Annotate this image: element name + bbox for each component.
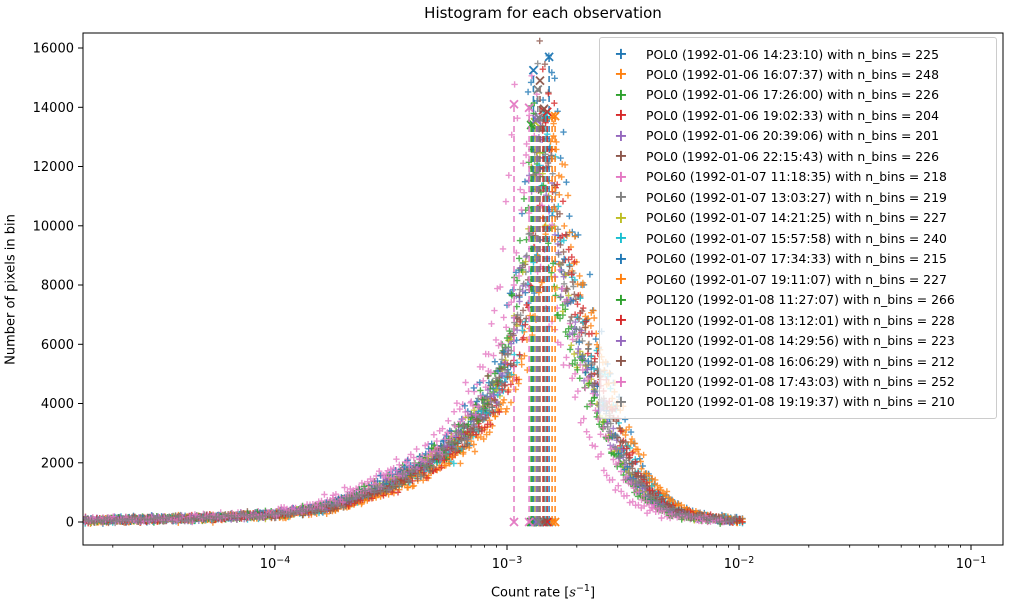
- mode-x-marker: [544, 52, 554, 62]
- legend-label: POL120 (1992-01-08 14:29:56) with n_bins…: [646, 333, 955, 349]
- legend: + POL0 (1992-01-06 14:23:10) with n_bins …: [599, 37, 997, 419]
- mode-x-marker: [509, 99, 519, 109]
- legend-label: POL60 (1992-01-07 14:21:25) with n_bins …: [646, 210, 947, 226]
- plot-spines: [82, 32, 1004, 546]
- legend-entry-8: + POL60 (1992-01-07 14:21:25) with n_bins…: [606, 208, 988, 228]
- legend-marker-icon: +: [614, 84, 628, 104]
- x-tick-label: 10−4: [260, 555, 291, 572]
- legend-entry-14: + POL120 (1992-01-08 14:29:56) with n_bin…: [606, 331, 988, 351]
- legend-marker-icon: +: [614, 330, 628, 350]
- y-tick-label: 10000: [33, 219, 74, 234]
- legend-label: POL60 (1992-01-07 17:34:33) with n_bins …: [646, 251, 947, 267]
- legend-label: POL120 (1992-01-08 16:06:29) with n_bins…: [646, 353, 955, 369]
- legend-marker-icon: +: [614, 166, 628, 186]
- legend-marker-icon: +: [614, 228, 628, 248]
- mode-x-marker: [528, 65, 539, 75]
- legend-marker-icon: +: [614, 391, 628, 411]
- legend-marker-icon: +: [614, 289, 628, 309]
- x-tick-label: 10−2: [724, 555, 755, 572]
- legend-entry-4: + POL0 (1992-01-06 20:39:06) with n_bins …: [606, 126, 988, 146]
- legend-entry-10: + POL60 (1992-01-07 17:34:33) with n_bins…: [606, 249, 988, 269]
- series-markers-17: [83, 115, 739, 526]
- y-tick-label: 8000: [41, 279, 74, 294]
- legend-marker-icon: +: [614, 310, 628, 330]
- legend-entry-11: + POL60 (1992-01-07 19:11:07) with n_bins…: [606, 269, 988, 289]
- legend-label: POL0 (1992-01-06 14:23:10) with n_bins =…: [646, 46, 939, 62]
- mode-x-marker: [524, 103, 534, 113]
- y-tick-label: 0: [66, 516, 74, 531]
- legend-entry-6: + POL60 (1992-01-07 11:18:35) with n_bins…: [606, 167, 988, 187]
- x-axis-label: Count rate [s−1]: [490, 583, 596, 601]
- legend-label: POL120 (1992-01-08 19:19:37) with n_bins…: [646, 394, 955, 410]
- y-axis-label: Number of pixels in bin: [3, 214, 19, 365]
- legend-label: POL0 (1992-01-06 19:02:33) with n_bins =…: [646, 107, 939, 123]
- legend-label: POL120 (1992-01-08 17:43:03) with n_bins…: [646, 374, 955, 389]
- legend-marker-icon: +: [614, 187, 628, 207]
- legend-entry-17: + POL120 (1992-01-08 19:19:37) with n_bin…: [606, 392, 988, 412]
- y-tick-label: 12000: [33, 160, 74, 175]
- xlabel-exponent: −1: [575, 583, 590, 594]
- legend-entry-2: + POL0 (1992-01-06 17:26:00) with n_bins …: [606, 85, 988, 105]
- y-tick-label: 2000: [41, 456, 74, 471]
- axis-ticks: 10−4 10−3 10−2 10−1 0 2000 4000 6000 8000 10000 12…: [33, 42, 987, 573]
- legend-label: POL0 (1992-01-06 16:07:37) with n_bins =…: [646, 66, 939, 82]
- xlabel-math-var: s: [569, 585, 576, 601]
- legend-label: POL60 (1992-01-07 15:57:58) with n_bins …: [646, 230, 947, 246]
- mode-x-marker: [534, 112, 544, 123]
- x-tick-label: 10−3: [492, 555, 523, 572]
- mode-x-marker: [550, 517, 560, 527]
- mode-x-marker: [534, 517, 544, 527]
- legend-label: POL60 (1992-01-07 13:03:27) with n_bins …: [646, 189, 947, 205]
- mode-x-marker: [533, 84, 543, 95]
- y-tick-label: 16000: [33, 42, 74, 57]
- y-tick-label: 4000: [41, 397, 74, 412]
- legend-label: POL60 (1992-01-07 19:11:07) with n_bins …: [646, 271, 947, 287]
- legend-label: POL60 (1992-01-07 11:18:35) with n_bins …: [646, 169, 947, 185]
- legend-entry-9: + POL60 (1992-01-07 15:57:58) with n_bins…: [606, 228, 988, 248]
- legend-entry-12: + POL120 (1992-01-08 11:27:07) with n_bin…: [606, 290, 988, 310]
- legend-label: POL120 (1992-01-08 13:12:01) with n_bins…: [646, 312, 955, 328]
- series-layer: [83, 37, 746, 527]
- legend-label: POL0 (1992-01-06 22:15:43) with n_bins =…: [646, 148, 939, 164]
- legend-marker-icon: +: [614, 371, 628, 391]
- legend-marker-icon: +: [614, 269, 628, 289]
- legend-marker-icon: +: [614, 105, 628, 125]
- legend-entry-3: + POL0 (1992-01-06 19:02:33) with n_bins …: [606, 105, 988, 125]
- legend-entry-16: + POL120 (1992-01-08 17:43:03) with n_bin…: [606, 372, 988, 392]
- mode-x-marker: [539, 104, 549, 114]
- y-tick-label: 14000: [33, 101, 74, 116]
- legend-entry-1: + POL0 (1992-01-06 16:07:37) with n_bins …: [606, 64, 988, 84]
- y-tick-label: 6000: [41, 338, 74, 353]
- chart-title: Histogram for each observation: [424, 4, 662, 22]
- x-tick-label: 10−1: [956, 555, 987, 572]
- legend-label: POL120 (1992-01-08 11:27:07) with n_bins…: [646, 292, 955, 308]
- legend-label: POL0 (1992-01-06 17:26:00) with n_bins =…: [646, 87, 939, 103]
- legend-marker-icon: +: [614, 64, 628, 84]
- mode-x-marker: [550, 111, 560, 121]
- legend-entry-13: + POL120 (1992-01-08 13:12:01) with n_bin…: [606, 310, 988, 330]
- legend-entry-5: + POL0 (1992-01-06 22:15:43) with n_bins …: [606, 146, 988, 166]
- legend-marker-icon: +: [614, 248, 628, 268]
- legend-marker-icon: +: [614, 351, 628, 371]
- legend-marker-icon: +: [614, 44, 628, 63]
- legend-entry-7: + POL60 (1992-01-07 13:03:27) with n_bins…: [606, 187, 988, 207]
- legend-marker-icon: +: [614, 125, 628, 145]
- mode-lines-layer: [509, 52, 560, 527]
- mode-x-marker: [509, 517, 519, 527]
- mode-x-marker: [535, 75, 545, 86]
- legend-label: POL0 (1992-01-06 20:39:06) with n_bins =…: [646, 128, 939, 144]
- legend-entry-0: + POL0 (1992-01-06 14:23:10) with n_bins …: [606, 44, 988, 64]
- mode-x-marker: [524, 517, 534, 527]
- legend-marker-icon: +: [614, 207, 628, 227]
- legend-marker-icon: +: [614, 146, 628, 166]
- legend-entry-15: + POL120 (1992-01-08 16:06:29) with n_bin…: [606, 351, 988, 371]
